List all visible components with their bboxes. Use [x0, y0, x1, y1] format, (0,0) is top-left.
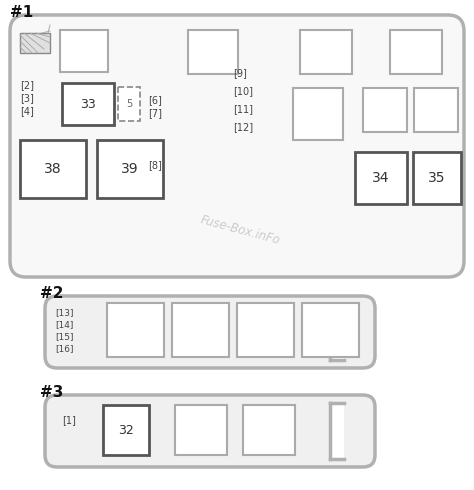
Text: [6]: [6]	[148, 95, 162, 105]
Text: Fuse-Box.inFo: Fuse-Box.inFo	[199, 213, 282, 247]
Text: [1]: [1]	[62, 415, 76, 425]
Text: [12]: [12]	[233, 122, 253, 132]
Text: [3]: [3]	[20, 93, 34, 103]
Bar	[293, 88, 343, 140]
Text: 39: 39	[121, 162, 139, 176]
Text: 34: 34	[372, 171, 390, 185]
Bar	[97, 140, 163, 198]
Text: [14]: [14]	[55, 320, 73, 329]
FancyBboxPatch shape	[10, 15, 464, 277]
Text: 5: 5	[126, 99, 132, 109]
Text: #3: #3	[40, 385, 64, 400]
FancyBboxPatch shape	[45, 296, 375, 368]
Text: [10]: [10]	[233, 86, 253, 96]
Bar	[390, 30, 442, 74]
Text: [15]: [15]	[55, 332, 73, 341]
Bar	[413, 152, 461, 204]
Bar	[118, 87, 140, 121]
Bar	[60, 30, 108, 72]
Bar	[302, 303, 359, 357]
Bar	[107, 303, 164, 357]
Text: 38: 38	[44, 162, 62, 176]
Bar	[20, 140, 86, 198]
Bar	[172, 303, 229, 357]
Text: 32: 32	[118, 423, 134, 437]
Bar	[62, 83, 114, 125]
Text: [4]: [4]	[20, 106, 34, 116]
Bar	[188, 30, 238, 74]
Text: 35: 35	[428, 171, 446, 185]
Bar	[175, 405, 227, 455]
FancyBboxPatch shape	[45, 395, 375, 467]
Text: #1: #1	[10, 5, 33, 20]
Text: [8]: [8]	[148, 160, 162, 170]
Text: [2]: [2]	[20, 80, 34, 90]
Text: [7]: [7]	[148, 108, 162, 118]
Text: 33: 33	[80, 98, 96, 111]
Bar	[103, 405, 149, 455]
Bar	[414, 88, 458, 132]
Text: [9]: [9]	[233, 68, 247, 78]
Text: [16]: [16]	[55, 344, 73, 353]
Text: [13]: [13]	[55, 308, 73, 317]
Bar	[243, 405, 295, 455]
Bar	[330, 304, 344, 360]
Text: #2: #2	[40, 286, 64, 301]
Bar	[237, 303, 294, 357]
Bar	[300, 30, 352, 74]
Bar	[330, 403, 344, 459]
Bar	[20, 33, 50, 53]
Text: [11]: [11]	[233, 104, 253, 114]
Bar	[363, 88, 407, 132]
Bar	[355, 152, 407, 204]
